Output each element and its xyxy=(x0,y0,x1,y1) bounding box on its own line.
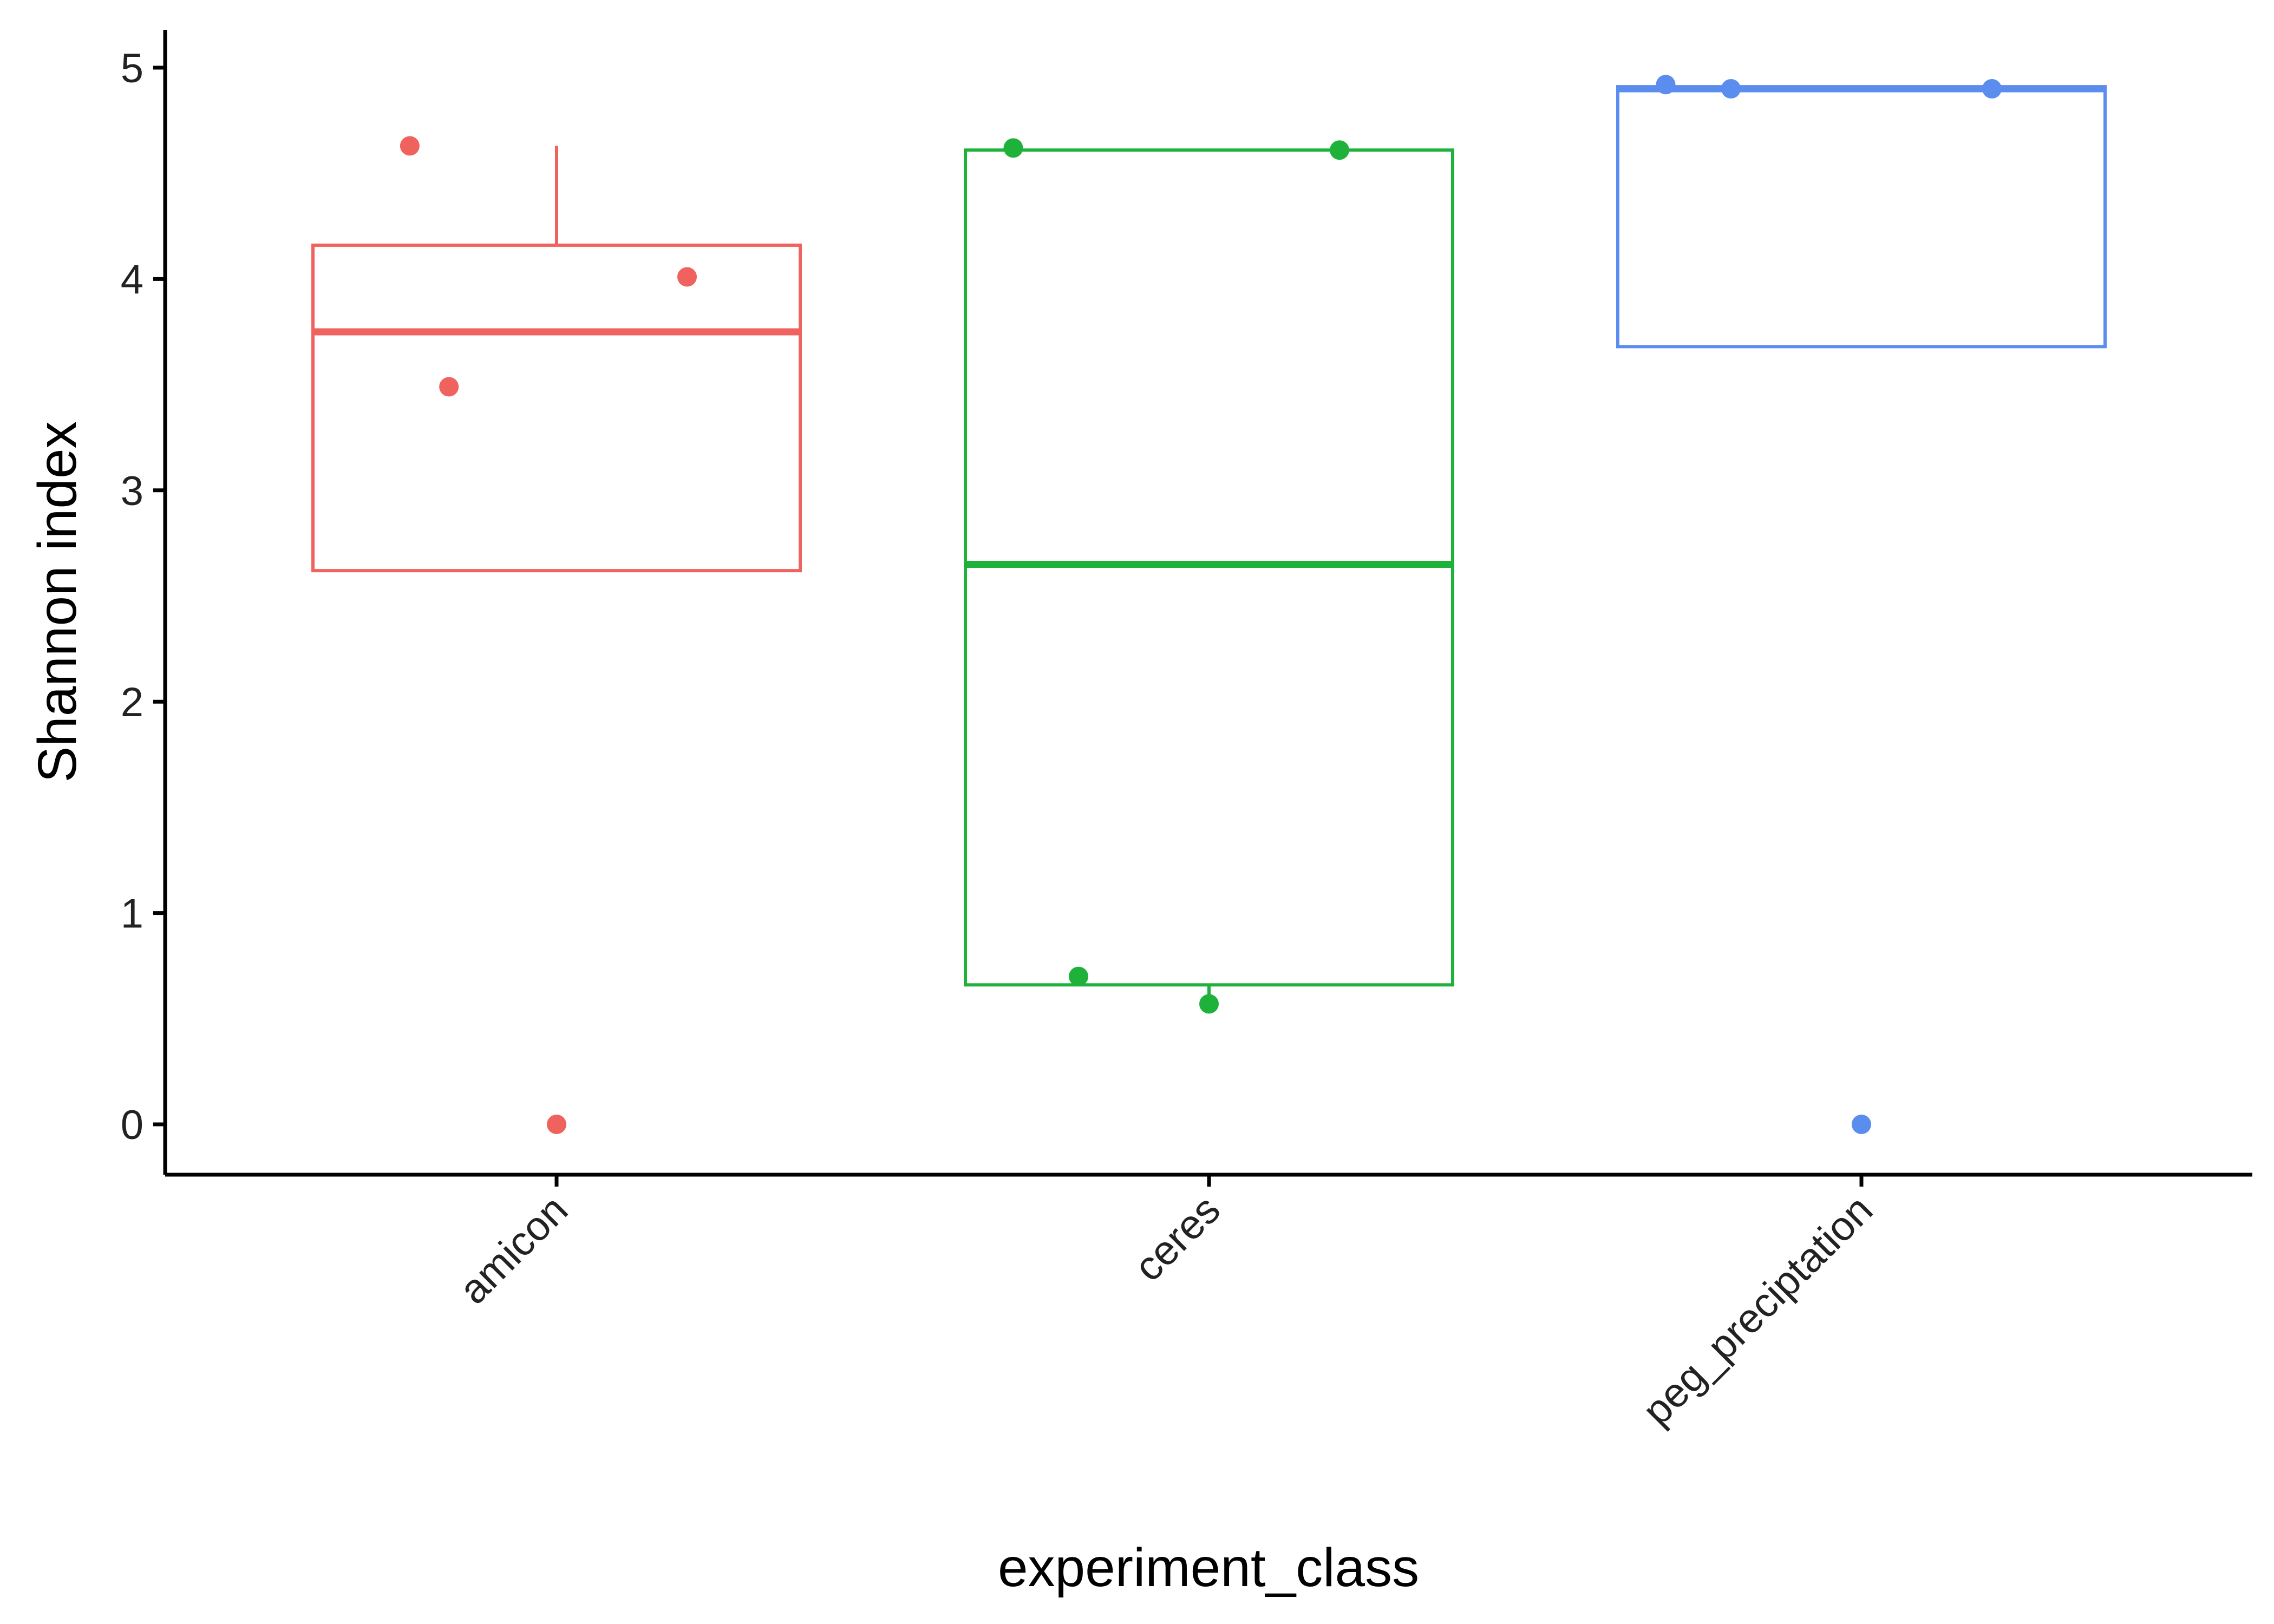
data-point xyxy=(1069,966,1088,986)
data-point xyxy=(1003,138,1023,158)
x-tick-label-amicon: amicon xyxy=(450,1187,577,1313)
y-tick-label: 1 xyxy=(121,891,143,937)
box-group-peg-preciptation xyxy=(1616,75,2107,1134)
box-group-ceres xyxy=(964,138,1454,1014)
data-point xyxy=(400,136,420,156)
y-tick-label: 3 xyxy=(121,468,143,514)
y-tick-label: 4 xyxy=(121,257,143,303)
data-point xyxy=(1330,140,1349,160)
y-axis-title: Shannon index xyxy=(27,421,88,782)
plot-area xyxy=(311,75,2107,1134)
x-axis-ticks: amicon ceres peg_preciptation xyxy=(450,1175,1881,1434)
box xyxy=(1616,85,2107,349)
data-point xyxy=(677,267,697,287)
data-point xyxy=(439,377,459,397)
data-point xyxy=(1199,994,1219,1014)
y-tick-label: 0 xyxy=(121,1102,143,1148)
data-point xyxy=(1656,75,1676,95)
y-tick-label: 2 xyxy=(121,679,143,725)
box xyxy=(311,243,802,573)
box-group-amicon xyxy=(311,136,802,1134)
x-tick-label-peg-preciptation: peg_preciptation xyxy=(1634,1187,1881,1434)
x-tick-label-ceres: ceres xyxy=(1126,1187,1230,1291)
y-axis-ticks: 0 1 2 3 4 5 xyxy=(121,45,165,1148)
data-point xyxy=(1721,79,1741,99)
data-point xyxy=(1852,1115,1871,1134)
y-tick-label: 5 xyxy=(121,45,143,91)
x-axis-title: experiment_class xyxy=(998,1537,1419,1598)
data-point xyxy=(547,1115,566,1134)
data-point xyxy=(1982,79,2002,99)
